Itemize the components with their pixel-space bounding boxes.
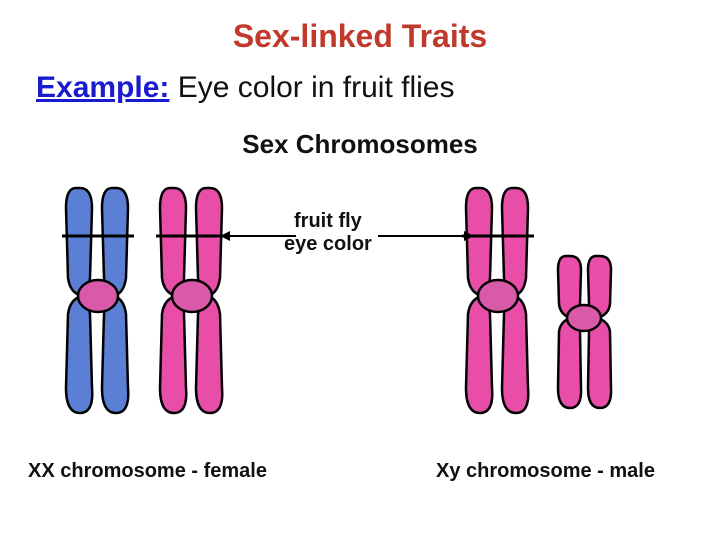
arrow-left-icon [218, 226, 298, 246]
locus-label-line1: fruit fly [294, 210, 362, 232]
arrow-right-icon [376, 226, 476, 246]
subheading: Sex Chromosomes [0, 129, 720, 160]
caption-male: Xy chromosome - male [436, 460, 655, 483]
caption-female: XX chromosome - female [28, 460, 267, 483]
x-chromosome-magenta [156, 188, 228, 413]
page-title: Sex-linked Traits [0, 18, 720, 55]
example-line: Example: Eye color in fruit flies [36, 71, 720, 105]
x-chromosome-male [462, 188, 534, 413]
male-chromosomes-svg [456, 178, 656, 428]
x-chromosome-blue [62, 188, 134, 413]
male-chromosome-pair [456, 178, 656, 428]
female-chromosomes-svg [56, 178, 256, 428]
female-chromosome-pair [56, 178, 256, 428]
diagram-area: fruit fly eye color XX chromosome - fema… [0, 170, 720, 510]
title-text: Sex-linked Traits [233, 18, 487, 54]
example-label: Example: [36, 71, 169, 104]
example-text: Eye color in fruit flies [169, 71, 454, 104]
y-chromosome [558, 256, 611, 408]
subheading-text: Sex Chromosomes [242, 129, 478, 159]
